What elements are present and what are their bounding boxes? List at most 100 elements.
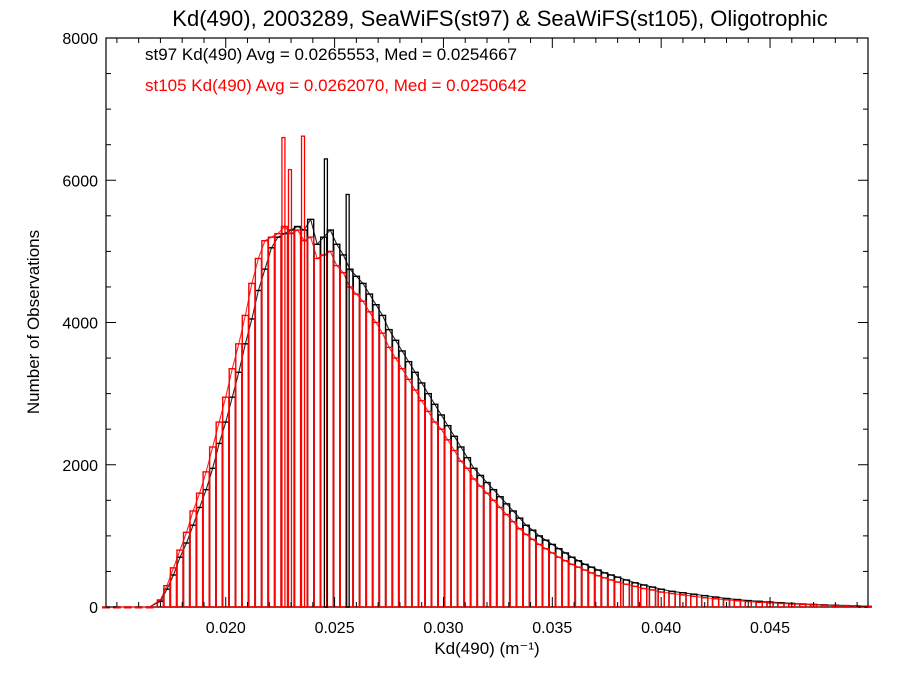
histogram-bar-st97 (417, 382, 426, 608)
histogram-bar-st97 (293, 225, 302, 608)
histogram-bar-st97 (476, 474, 485, 608)
histogram-bar-st105 (457, 460, 465, 608)
histogram-bar-st97 (372, 304, 380, 608)
histogram-bar-st105 (476, 485, 485, 608)
histogram-bar-st97 (326, 229, 334, 608)
histogram-bar-st105 (235, 343, 243, 608)
histogram-bar-st97 (522, 524, 530, 608)
histogram-bar-st97 (248, 318, 256, 608)
histogram-bar-st97 (352, 275, 361, 608)
histogram-bar-st97 (274, 236, 282, 608)
histogram-bar-st97 (267, 247, 276, 608)
histogram-bar-st97 (378, 314, 387, 608)
histogram-bar-st105 (398, 368, 406, 608)
histogram-bar-st105 (417, 400, 426, 608)
histogram-bar-st97 (254, 289, 263, 608)
histogram-bar-st97 (221, 421, 230, 608)
histogram-bar-st105 (528, 538, 537, 608)
histogram-bar-st105 (254, 257, 263, 608)
x-tick-label: 0.025 (315, 620, 355, 637)
histogram-bar-st105 (587, 572, 596, 608)
histogram-bar-st97 (163, 588, 171, 608)
x-tick-label: 0.040 (641, 620, 681, 637)
series-layer (102, 217, 872, 609)
histogram-bar-st97 (424, 392, 432, 608)
plot-border (105, 37, 869, 608)
histogram-bar-st97 (470, 467, 478, 608)
histogram-bar-st105 (372, 321, 380, 608)
histogram-bar-st97 (208, 467, 217, 608)
histogram-bar-st105 (326, 250, 334, 608)
histogram-bar-st105 (607, 579, 615, 608)
histogram-bar-st105 (411, 389, 419, 608)
histogram-bar-st97 (333, 243, 341, 608)
histogram-bar-st105 (267, 236, 276, 608)
y-tick-label: 8000 (62, 31, 98, 48)
y-tick-label: 2000 (62, 458, 98, 475)
histogram-bar-st97 (189, 524, 197, 608)
series-st97 (102, 217, 872, 609)
histogram-bar-st105 (755, 601, 763, 608)
histogram-bar-st105 (640, 587, 648, 608)
x-tick-label: 0.045 (750, 620, 790, 637)
histogram-bar-st97 (202, 488, 210, 608)
histogram-bar-st105 (274, 232, 282, 608)
y-tick-label: 4000 (62, 316, 98, 333)
histogram-bar-st97 (496, 496, 504, 608)
histogram-bar-st105 (346, 286, 354, 608)
spike-st105 (287, 168, 293, 608)
histogram-bar-st97 (365, 293, 374, 608)
histogram-bar-st97 (398, 350, 406, 608)
histogram-bar-st105 (496, 506, 504, 608)
histogram-bar-st97 (313, 243, 321, 608)
histogram-bar-st105 (261, 240, 269, 608)
histogram-bar-st97 (509, 510, 517, 608)
histogram-bar-st105 (463, 467, 472, 608)
series-outline-st105 (106, 225, 869, 608)
histogram-bar-st105 (391, 357, 400, 608)
histogram-bar-st105 (581, 569, 589, 608)
histogram-bar-st105 (202, 471, 210, 608)
histogram-bar-st105 (668, 592, 676, 608)
histogram-bar-st97 (339, 254, 348, 608)
histogram-bar-st97 (535, 535, 543, 608)
histogram-bar-st105 (444, 439, 452, 608)
histogram-bar-st97 (483, 481, 491, 608)
histogram-bar-st105 (600, 577, 609, 608)
histogram-bar-st105 (319, 254, 328, 608)
histogram-bar-st105 (378, 332, 387, 608)
histogram-bar-st105 (542, 547, 550, 608)
spike-st97 (323, 158, 329, 608)
histogram-bar-st97 (457, 446, 465, 608)
histogram-bar-st97 (241, 343, 250, 608)
histogram-bar-st105 (195, 492, 204, 608)
histogram-bar-st105 (733, 600, 742, 608)
histogram-bar-st105 (248, 282, 256, 608)
y-tick-label: 6000 (62, 173, 98, 190)
tick-layer: 0.020 0.025 0.030 0.035 0.040 0.045 0 2000 4000 6… (62, 31, 868, 637)
histogram-bar-st105 (489, 499, 498, 608)
histogram-bar-st105 (404, 378, 413, 608)
histogram-bar-st105 (502, 513, 511, 608)
spike-layer (281, 135, 350, 608)
histogram-bar-st105 (431, 421, 439, 608)
histogram-bar-st97 (450, 435, 459, 608)
spike-st105 (300, 135, 306, 608)
histogram-bar-st105 (483, 492, 491, 608)
histogram-bar-st97 (228, 396, 237, 608)
histogram-bar-st105 (241, 314, 250, 608)
histogram-bar-st97 (437, 414, 446, 608)
histogram-bar-st105 (648, 589, 657, 608)
histogram-bar-st97 (215, 442, 223, 608)
histogram-bar-st105 (293, 229, 302, 608)
x-tick-label: 0.030 (423, 620, 463, 637)
histogram-bar-st97 (235, 371, 243, 608)
histogram-bar-st105 (561, 560, 570, 608)
annotation-st105: st105 Kd(490) Avg = 0.0262070, Med = 0.0… (145, 76, 527, 95)
histogram-bar-st105 (535, 543, 543, 608)
spike-st105 (281, 136, 286, 608)
histogram-bar-st105 (385, 346, 393, 608)
histogram-bar-st105 (424, 410, 432, 608)
series-outline-st97 (106, 217, 869, 608)
